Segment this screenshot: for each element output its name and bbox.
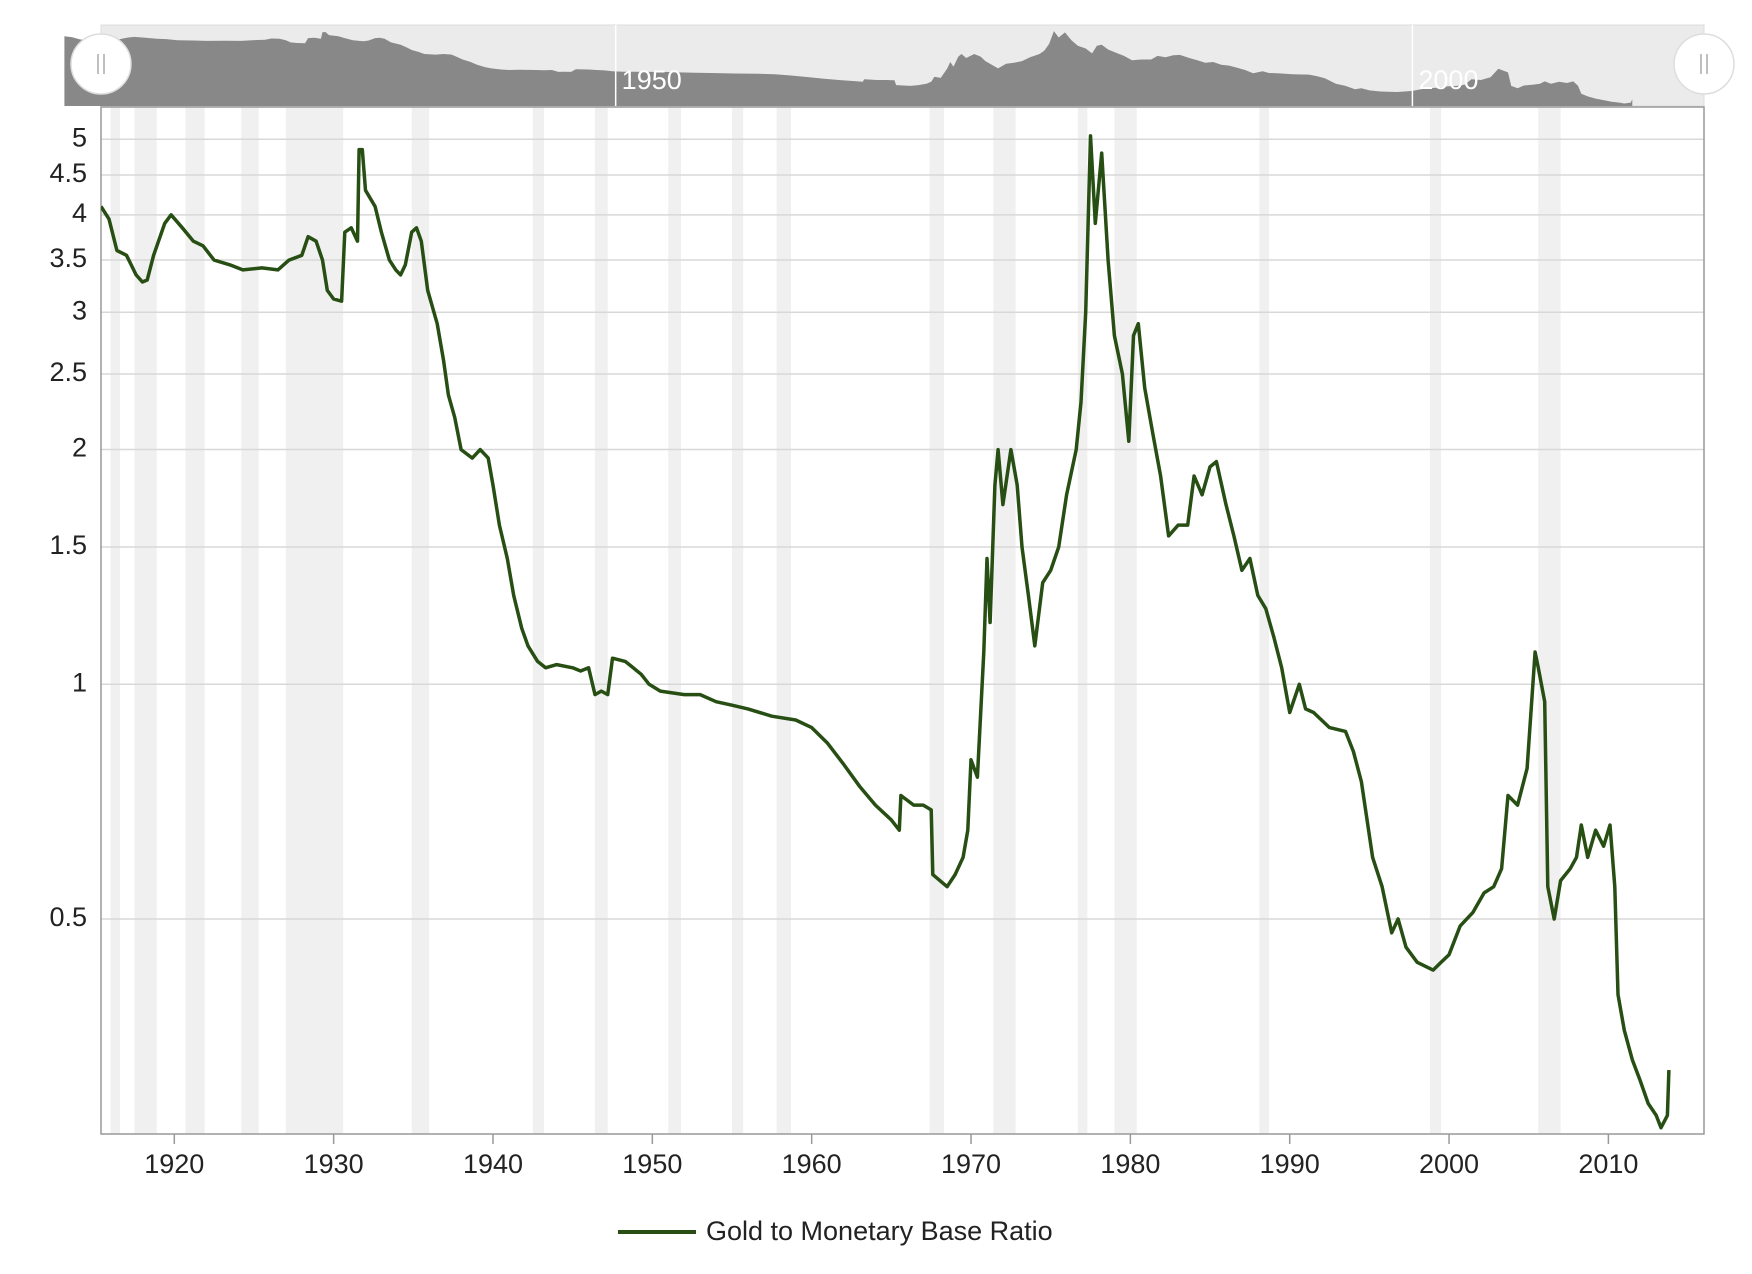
recession-band — [594, 107, 608, 1134]
recession-band — [411, 107, 430, 1134]
x-tick-label: 1940 — [463, 1149, 523, 1179]
y-tick-label: 4.5 — [49, 158, 87, 188]
recession-band — [732, 107, 744, 1134]
y-tick-label: 2 — [72, 433, 87, 463]
recession-band — [285, 107, 344, 1134]
recession-band — [185, 107, 205, 1134]
x-tick-label: 1930 — [304, 1149, 364, 1179]
recession-band — [134, 107, 157, 1134]
navigator-tick-label: 2000 — [1418, 65, 1478, 95]
x-tick-label: 1960 — [782, 1149, 842, 1179]
y-tick-label: 4 — [72, 198, 87, 228]
recession-band — [776, 107, 791, 1134]
recession-band — [929, 107, 944, 1134]
x-tick-label: 1950 — [622, 1149, 682, 1179]
x-tick-label: 1920 — [144, 1149, 204, 1179]
navigator-tick-label: 1950 — [622, 65, 682, 95]
legend-label: Gold to Monetary Base Ratio — [706, 1216, 1053, 1246]
recession-band — [241, 107, 259, 1134]
y-tick-label: 1.5 — [49, 530, 87, 560]
y-tick-label: 5 — [72, 122, 87, 152]
plot-frame — [100, 106, 1705, 1135]
navigator-handle-grip — [97, 54, 105, 74]
recession-band — [532, 107, 544, 1134]
navigator-area — [64, 31, 1633, 107]
navigator-handle-grip — [1700, 54, 1708, 74]
y-tick-label: 1 — [72, 667, 87, 697]
y-tick-label: 0.5 — [49, 902, 87, 932]
x-tick-label: 2000 — [1419, 1149, 1479, 1179]
x-tick-label: 1980 — [1100, 1149, 1160, 1179]
recession-band — [993, 107, 1016, 1134]
recession-band — [1077, 107, 1088, 1134]
y-tick-label: 3.5 — [49, 243, 87, 273]
navigator-handle — [1673, 33, 1735, 95]
recession-band — [668, 107, 682, 1134]
recession-band — [1114, 107, 1137, 1134]
y-tick-label: 3 — [72, 295, 87, 325]
data-line — [101, 134, 1671, 1130]
recession-band — [1259, 107, 1269, 1134]
recession-band — [1538, 107, 1561, 1134]
y-tick-label: 2.5 — [49, 357, 87, 387]
navigator-handle — [70, 33, 132, 95]
x-tick-label: 1970 — [941, 1149, 1001, 1179]
x-tick-label: 1990 — [1260, 1149, 1320, 1179]
recession-band — [110, 107, 121, 1134]
recession-band — [1429, 107, 1442, 1134]
x-tick-label: 2010 — [1578, 1149, 1638, 1179]
